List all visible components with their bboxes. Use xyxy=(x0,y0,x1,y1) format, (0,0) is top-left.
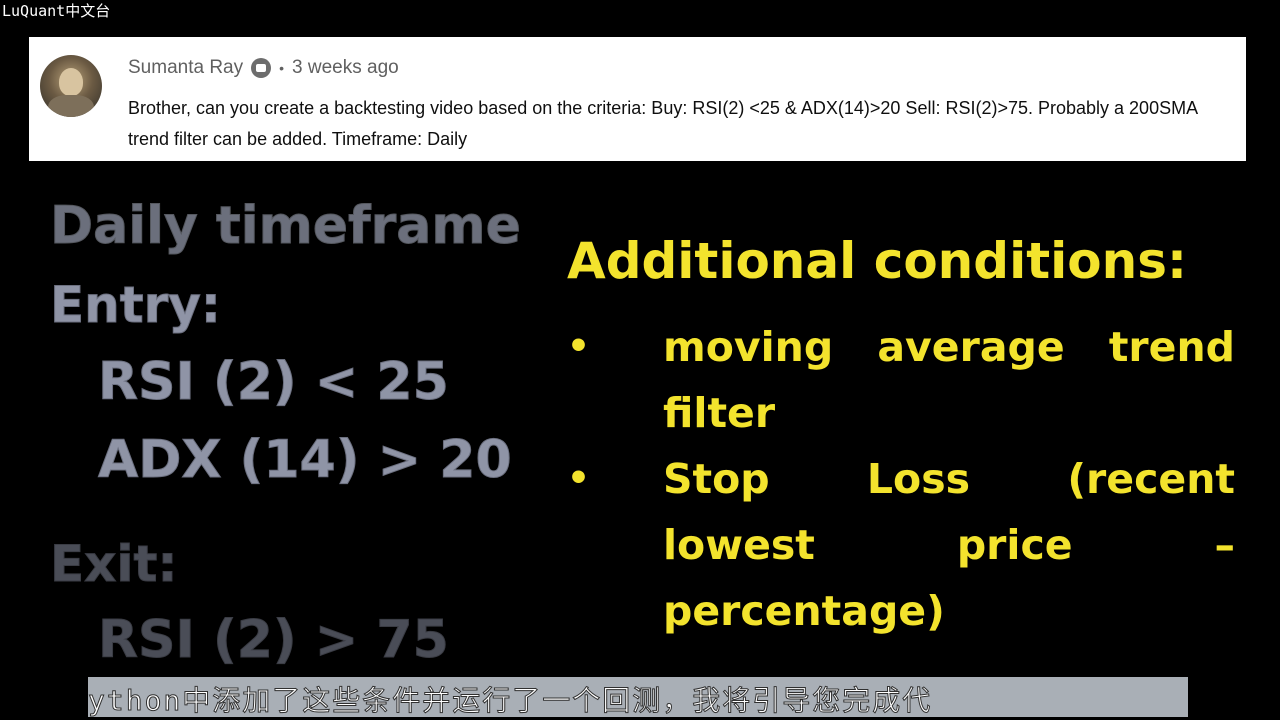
list-item: • Stop Loss (recent lowest price – perce… xyxy=(567,446,1235,644)
comment-meta: Sumanta Ray • 3 weeks ago xyxy=(128,57,399,79)
subtitle-bar: ython中添加了这些条件并运行了一个回测，我将引导您完成代 xyxy=(88,677,1188,717)
avatar-body xyxy=(48,95,94,117)
entry-rsi-condition: RSI (2) < 25 xyxy=(98,352,450,413)
avatar[interactable] xyxy=(40,55,102,117)
bullet-icon: • xyxy=(567,458,591,499)
comment-author[interactable]: Sumanta Ray xyxy=(128,57,244,78)
avatar-face xyxy=(59,68,83,96)
entry-adx-condition: ADX (14) > 20 xyxy=(98,430,513,491)
timeframe-heading: Daily timeframe xyxy=(50,196,522,257)
comment-body: Brother, can you create a backtesting vi… xyxy=(128,98,1198,149)
creator-badge-icon xyxy=(251,58,272,78)
exit-rsi-condition: RSI (2) > 75 xyxy=(98,610,450,671)
bullet-icon: • xyxy=(567,326,591,367)
conditions-list: • moving average trend filter • Stop Los… xyxy=(567,314,1235,644)
bullet-text-trend-filter: moving average trend filter xyxy=(663,323,1235,437)
bullet-text-stop-loss: Stop Loss (recent lowest price – percent… xyxy=(663,455,1235,635)
meta-separator: • xyxy=(279,60,285,76)
channel-watermark: LuQuant中文台 xyxy=(2,2,111,20)
entry-label: Entry: xyxy=(50,276,222,335)
exit-label: Exit: xyxy=(49,535,178,594)
subtitle-text: ython中添加了这些条件并运行了一个回测，我将引导您完成代 xyxy=(88,684,933,718)
additional-conditions-heading: Additional conditions: xyxy=(567,232,1187,290)
list-item: • moving average trend filter xyxy=(567,314,1235,446)
comment-card: Sumanta Ray • 3 weeks ago Brother, can y… xyxy=(29,37,1246,161)
comment-timestamp[interactable]: 3 weeks ago xyxy=(292,57,399,78)
